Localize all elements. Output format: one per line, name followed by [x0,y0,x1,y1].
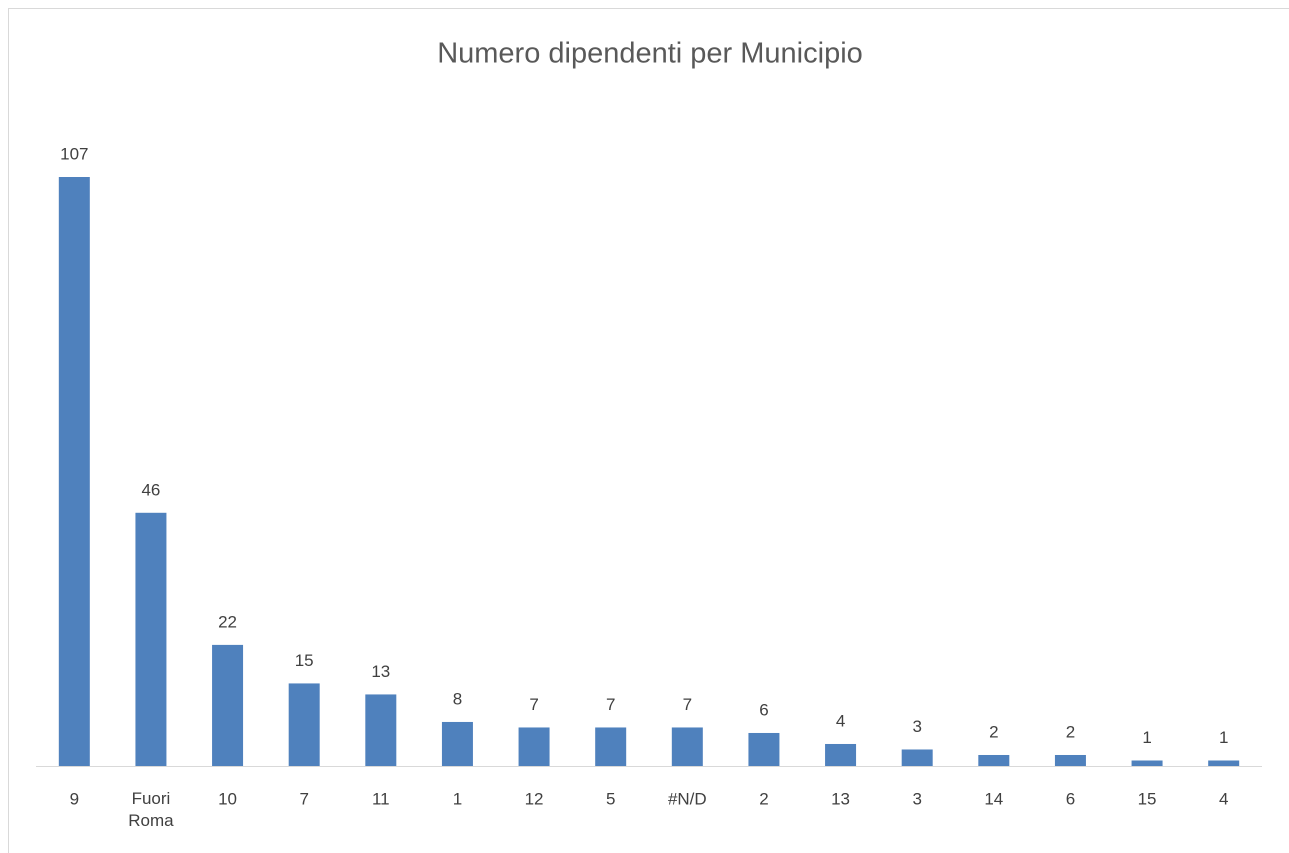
bar [441,721,473,766]
bar [212,644,244,766]
bar [518,727,550,766]
bar [1054,754,1086,766]
bar [825,743,857,766]
bar [288,683,320,766]
x-tick-label: 5 [606,789,615,808]
x-tick-label: #N/D [668,789,707,808]
data-label: 7 [529,695,538,714]
x-tick-label: 12 [525,789,544,808]
x-tick-label: 2 [759,789,768,808]
data-label: 7 [606,695,615,714]
data-label: 107 [60,144,88,163]
data-label: 1 [1219,728,1228,747]
x-tick-label: 3 [912,789,921,808]
data-label: 2 [1066,722,1075,741]
bar [978,754,1010,766]
bar [1131,760,1163,766]
data-label: 4 [836,711,845,730]
data-label: 2 [989,722,998,741]
bar [748,732,780,766]
chart-border [8,8,1289,853]
x-tick-label: 10 [218,789,237,808]
bar [595,727,627,766]
bar [671,727,703,766]
x-tick-label: 6 [1066,789,1075,808]
x-tick-label: 9 [70,789,79,808]
x-tick-label: 11 [372,789,390,808]
x-tick-label: 7 [299,789,308,808]
chart-title: Numero dipendenti per Municipio [437,38,863,70]
x-tick-label: 4 [1219,789,1228,808]
data-label: 15 [295,651,314,670]
data-label: 46 [141,480,160,499]
bar [365,694,397,766]
bar [901,749,933,766]
bar [1208,760,1240,766]
data-label: 7 [683,695,692,714]
x-tick-label: 1 [453,789,462,808]
data-label: 22 [218,612,237,631]
x-tick-label: 14 [984,789,1003,808]
data-label: 1 [1142,728,1151,747]
data-label: 6 [759,700,768,719]
x-tick-label: 13 [831,789,850,808]
x-tick-label: Fuori Roma [128,789,174,830]
data-label: 8 [453,689,462,708]
x-tick-label: 15 [1138,789,1157,808]
bar [58,177,90,766]
bar [135,512,167,766]
data-label: 13 [371,662,390,681]
data-label: 3 [912,717,921,736]
